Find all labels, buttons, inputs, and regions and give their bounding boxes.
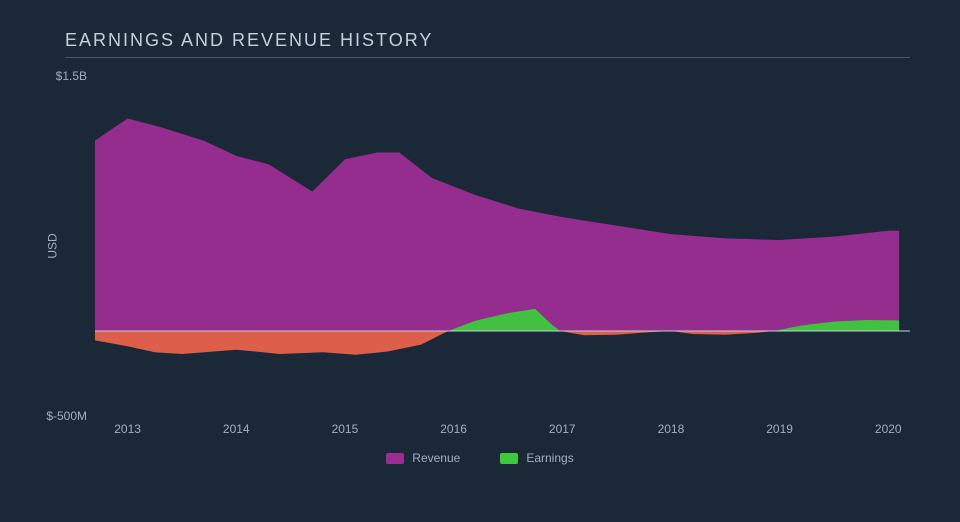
x-tick: 2015 [332,422,359,436]
x-tick: 2020 [875,422,902,436]
x-tick: 2013 [114,422,141,436]
x-tick: 2018 [658,422,685,436]
legend: Revenue Earnings [40,451,920,465]
plot-area: USD $1.5B$-500M2013201420152016201720182… [95,76,910,416]
title-rule [65,57,910,58]
x-tick: 2014 [223,422,250,436]
y-tick: $1.5B [56,69,87,83]
earnings-area [95,331,448,355]
legend-swatch-revenue [386,453,404,464]
y-axis-label: USD [46,233,60,258]
chart-title: EARNINGS AND REVENUE HISTORY [65,30,920,51]
legend-label-earnings: Earnings [526,451,573,465]
earnings-area [560,331,671,335]
x-tick: 2017 [549,422,576,436]
y-tick: $-500M [46,409,87,423]
legend-swatch-earnings [500,453,518,464]
earnings-area [671,331,774,335]
x-tick: 2016 [440,422,467,436]
x-tick: 2019 [766,422,793,436]
legend-item-earnings: Earnings [500,451,573,465]
plot: $1.5B$-500M20132014201520162017201820192… [95,76,910,416]
legend-label-revenue: Revenue [412,451,460,465]
legend-item-revenue: Revenue [386,451,460,465]
revenue-area [95,119,899,332]
chart-container: EARNINGS AND REVENUE HISTORY USD $1.5B$-… [0,0,960,522]
